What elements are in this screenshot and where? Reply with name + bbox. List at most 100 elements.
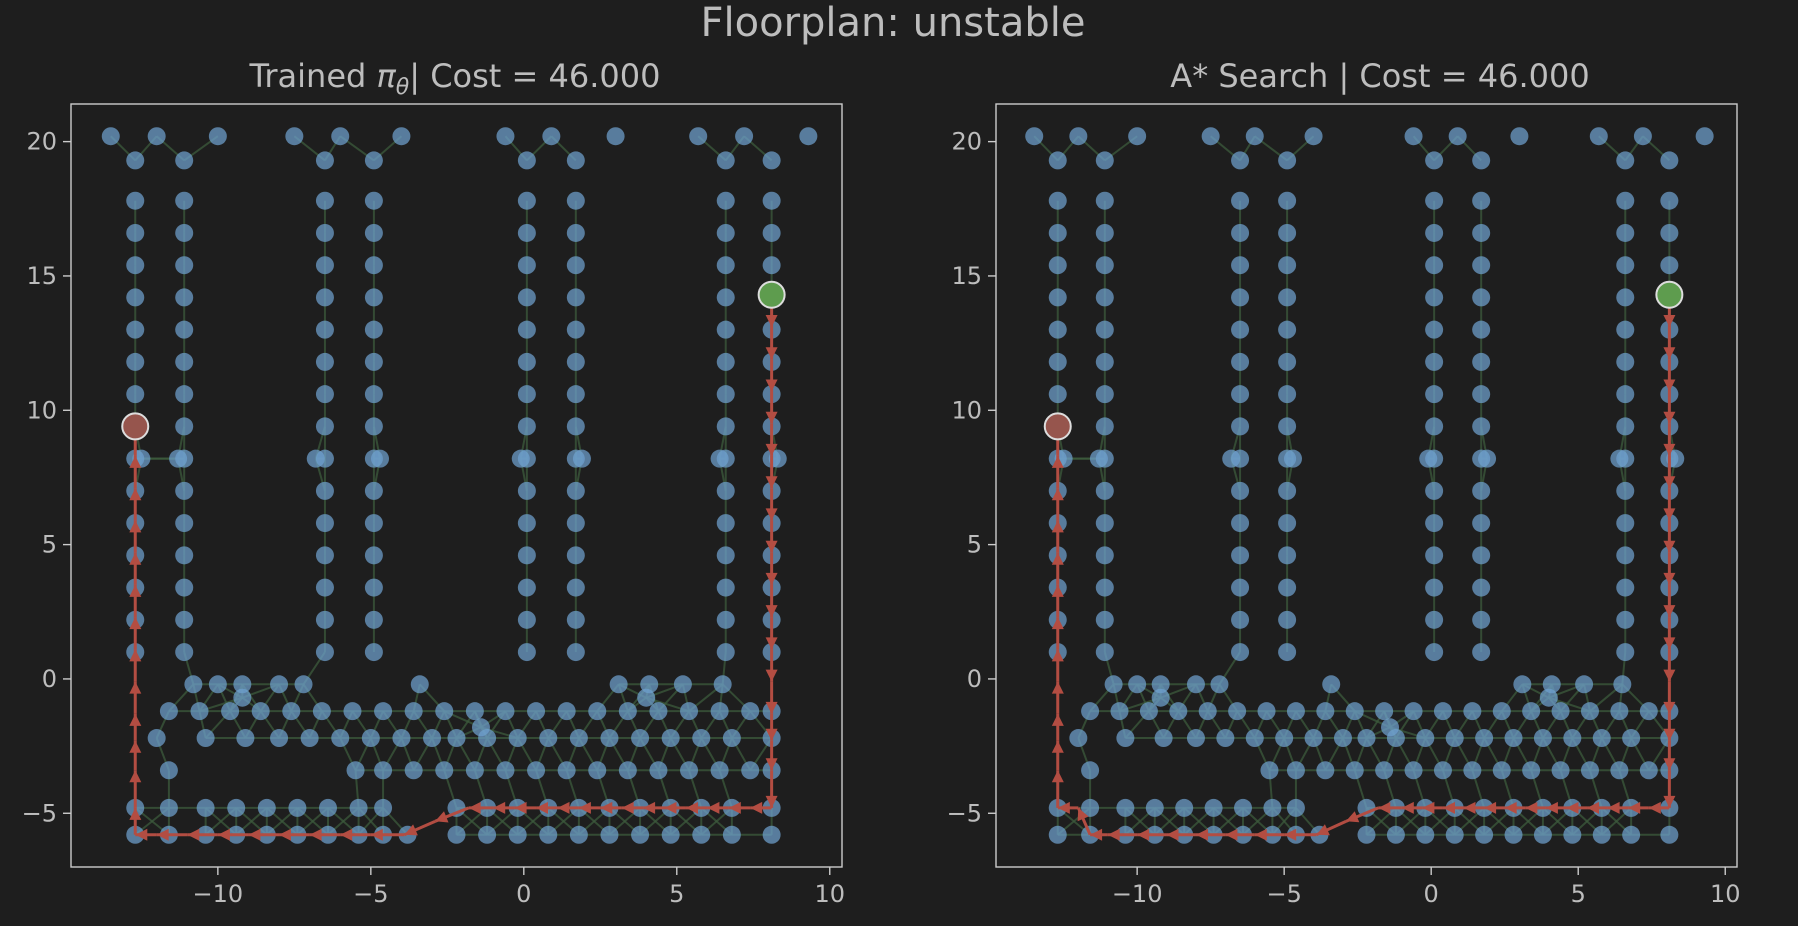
graph-node (1048, 191, 1067, 210)
path-arrowhead (1628, 801, 1641, 814)
graph-node (1425, 151, 1444, 170)
graph-node (1345, 761, 1364, 780)
graph-node (1089, 449, 1108, 468)
graph-node (1069, 729, 1088, 748)
y-tick-label: 15 (26, 262, 57, 290)
graph-node (1616, 643, 1635, 662)
graph-node (471, 718, 490, 737)
graph-node (1231, 191, 1250, 210)
path-arrowhead (765, 476, 778, 489)
graph-node (517, 191, 536, 210)
graph-node (294, 675, 313, 694)
graph-node (364, 191, 383, 210)
graph-node (208, 675, 227, 694)
graph-node (1304, 127, 1323, 146)
path-arrowhead (728, 801, 741, 814)
graph-node (1616, 417, 1635, 436)
graph-node (465, 761, 484, 780)
graph-node (640, 675, 659, 694)
path-arrowhead (156, 828, 169, 841)
x-tick-label: 5 (1571, 880, 1586, 908)
start-node (1655, 280, 1684, 309)
graph-node (566, 151, 585, 170)
graph-node (1095, 643, 1114, 662)
graph-node (343, 702, 362, 721)
graph-node (159, 761, 178, 780)
path-arrowhead (468, 801, 481, 814)
graph-node (566, 256, 585, 275)
path-arrowhead (1051, 584, 1064, 597)
graph-node (1104, 675, 1123, 694)
graph-node (1095, 320, 1114, 339)
graph-node (716, 191, 735, 210)
graph-node (1231, 385, 1250, 404)
graph-node (315, 546, 334, 565)
graph-node (1116, 729, 1135, 748)
graph-node (1660, 151, 1679, 170)
graph-node (300, 729, 319, 748)
path-arrowhead (1166, 828, 1179, 841)
path-arrowhead (1663, 669, 1676, 682)
path-arrowhead (1663, 758, 1676, 771)
graph-node (315, 223, 334, 242)
graph-node (1472, 514, 1491, 533)
y-tick-label: −5 (947, 799, 982, 827)
graph-node (680, 761, 699, 780)
graph-node (1475, 729, 1494, 748)
path-arrowhead (1663, 605, 1676, 618)
graph-node (147, 127, 166, 146)
graph-node (1095, 385, 1114, 404)
graph-node (1048, 288, 1067, 307)
graph-node (306, 449, 325, 468)
graph-node (1278, 481, 1297, 500)
graph-node (447, 729, 466, 748)
path-arrowhead (765, 795, 778, 808)
graph-node (1260, 761, 1279, 780)
path-arrowhead (1663, 315, 1676, 327)
graph-node (1563, 825, 1582, 844)
graph-node (184, 675, 203, 694)
graph-node (1580, 702, 1599, 721)
graph-node (126, 151, 145, 170)
graph-node (190, 702, 209, 721)
panel-trained-policy: Trained πθ| Cost = 46.000 −10 −5 0 5 10 −5 0 5 1… (22, 57, 845, 908)
graph-node (175, 643, 194, 662)
graph-node (465, 702, 484, 721)
graph-node (1472, 643, 1491, 662)
graph-node (1278, 223, 1297, 242)
graph-node (1198, 702, 1217, 721)
graph-node (1610, 702, 1629, 721)
graph-node (175, 546, 194, 565)
graph-node (364, 256, 383, 275)
graph-node (1278, 320, 1297, 339)
graph-node (1472, 352, 1491, 371)
graph-node (282, 702, 301, 721)
graph-node (364, 385, 383, 404)
path-arrowhead (1051, 488, 1064, 501)
graph-node (566, 288, 585, 307)
graph-node (1472, 546, 1491, 565)
graph-node (1616, 320, 1635, 339)
graph-node (1616, 481, 1635, 500)
path-arrowhead (765, 669, 778, 682)
graph-node (1478, 449, 1497, 468)
graph-node (364, 223, 383, 242)
graph-node (1278, 417, 1297, 436)
graph-node (1095, 514, 1114, 533)
graph-node (1048, 223, 1067, 242)
graph-node (1222, 449, 1241, 468)
graph-node (716, 288, 735, 307)
graph-node (517, 256, 536, 275)
path-arrowhead (557, 801, 570, 814)
graph-node (517, 288, 536, 307)
graph-node (126, 352, 145, 371)
graph-node (637, 688, 656, 707)
graph-node (1278, 288, 1297, 307)
x-tick-label: 0 (1424, 880, 1439, 908)
graph-node (270, 729, 289, 748)
path-arrowhead (1077, 807, 1089, 822)
graph-node (364, 546, 383, 565)
graph-node (566, 514, 585, 533)
path-arrowhead (765, 315, 778, 327)
graph-node (147, 729, 166, 748)
